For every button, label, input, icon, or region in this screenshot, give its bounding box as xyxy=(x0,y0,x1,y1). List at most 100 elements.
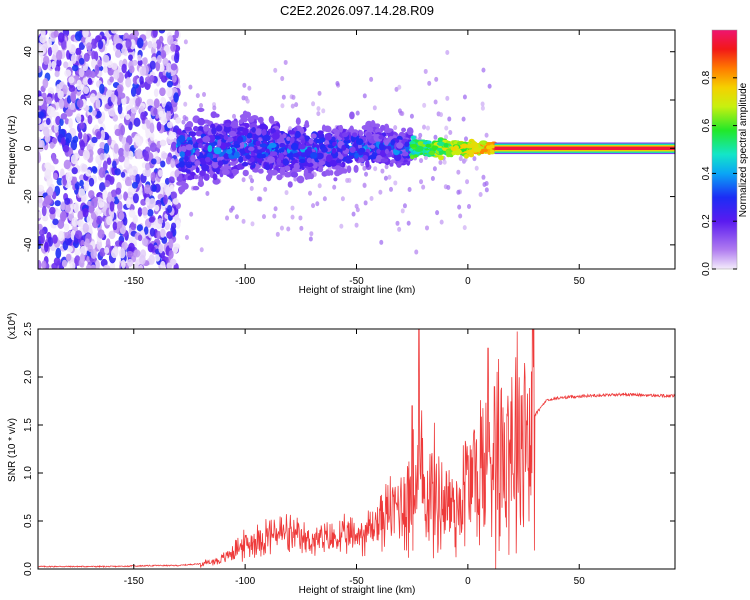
y-tick-label: -40 xyxy=(23,237,34,252)
heatmap-cell xyxy=(195,93,200,99)
heatmap-cell xyxy=(40,233,45,244)
heatmap-cell xyxy=(71,167,78,175)
heatmap-cell xyxy=(213,147,222,155)
heatmap-cell xyxy=(144,162,151,171)
heatmap-cell xyxy=(117,104,123,115)
heatmap-cell xyxy=(141,65,147,76)
heatmap-cell xyxy=(103,264,111,269)
heatmap-cell xyxy=(45,96,53,105)
heatmap-cell xyxy=(255,140,261,147)
heatmap-cell xyxy=(439,219,444,225)
heatmap-cell xyxy=(52,218,59,226)
heatmap-cell xyxy=(165,70,171,79)
heatmap-cell xyxy=(256,153,263,159)
top-y-axis-label: Frequency (Hz) xyxy=(7,116,18,185)
heatmap-cell xyxy=(51,262,58,269)
heatmap-cell xyxy=(111,62,118,70)
heatmap-cell xyxy=(279,142,286,148)
heatmap-cell xyxy=(60,113,68,120)
heatmap-cell xyxy=(54,70,60,78)
heatmap-cell xyxy=(292,152,300,158)
colorbar-tick-label: 0.4 xyxy=(701,166,712,180)
heatmap-cell xyxy=(304,120,309,128)
heatmap-cell xyxy=(446,185,451,191)
heatmap-cell xyxy=(70,203,77,210)
heatmap-cell xyxy=(433,134,438,140)
x-tick-label: -100 xyxy=(235,576,255,587)
heatmap-cell xyxy=(52,172,58,180)
heatmap-cell xyxy=(147,40,153,49)
colorbar-frame xyxy=(711,29,738,270)
heatmap-cell xyxy=(250,221,255,227)
heatmap-cell xyxy=(369,144,376,149)
heatmap-cell xyxy=(92,109,97,116)
heatmap-cell xyxy=(173,92,179,103)
heatmap-cell xyxy=(368,154,377,160)
heatmap-cell xyxy=(79,140,86,151)
heatmap-cell xyxy=(342,132,349,138)
heatmap-cell xyxy=(90,264,97,269)
heatmap-cell xyxy=(139,75,144,85)
heatmap-cell xyxy=(215,124,223,132)
heatmap-cell xyxy=(456,189,461,195)
heatmap-cell xyxy=(358,130,364,137)
heatmap-cell xyxy=(463,153,469,159)
heatmap-cell xyxy=(175,219,181,229)
heatmap-cell xyxy=(438,160,443,166)
heatmap-cell xyxy=(136,37,144,49)
heatmap-cell xyxy=(422,124,427,130)
heatmap-cell xyxy=(291,94,296,100)
heatmap-cell xyxy=(170,222,177,230)
heatmap-cell xyxy=(81,164,88,172)
heatmap-cell xyxy=(99,153,105,161)
heatmap-cell xyxy=(389,162,394,167)
heatmap-cell xyxy=(120,171,126,178)
heatmap-cell xyxy=(324,133,332,141)
heatmap-cell xyxy=(288,152,294,160)
heatmap-cell xyxy=(480,101,485,107)
heatmap-cell xyxy=(423,68,428,74)
heatmap-cell xyxy=(164,221,171,231)
heatmap-cell xyxy=(64,69,72,78)
heatmap-cell xyxy=(171,74,177,83)
heatmap-cell xyxy=(94,259,100,269)
heatmap-cell xyxy=(51,43,59,53)
heatmap-cell xyxy=(332,128,338,133)
heatmap-cell xyxy=(370,120,376,128)
heatmap-cell xyxy=(278,148,285,153)
heatmap-cell xyxy=(306,162,314,168)
heatmap-cell xyxy=(52,234,58,244)
heatmap-cell xyxy=(148,198,156,208)
heatmap-cell xyxy=(424,225,429,231)
heatmap-cell xyxy=(178,134,186,143)
heatmap-cell xyxy=(100,111,106,122)
heatmap-cell xyxy=(362,165,367,171)
heatmap-cell xyxy=(390,139,396,146)
heatmap-cell xyxy=(155,39,162,50)
heatmap-cell xyxy=(419,158,424,164)
heatmap-cell xyxy=(58,230,65,242)
heatmap-cell xyxy=(38,223,43,231)
heatmap-cell xyxy=(428,150,435,156)
heatmap-cell xyxy=(112,160,117,169)
heatmap-cell xyxy=(223,125,231,133)
x-tick-label: -50 xyxy=(349,276,364,287)
heatmap-cell xyxy=(207,144,213,153)
heatmap-cell xyxy=(211,160,219,169)
heatmap-cell xyxy=(307,146,312,151)
heatmap-cell xyxy=(168,238,174,249)
heatmap-cell xyxy=(317,138,325,143)
heatmap-cell xyxy=(175,117,182,124)
heatmap-cell xyxy=(51,60,57,69)
heatmap-cell xyxy=(393,153,402,162)
heatmap-cell xyxy=(481,67,486,73)
heatmap-cell xyxy=(104,246,110,254)
heatmap-cell xyxy=(95,110,102,119)
heatmap-cell xyxy=(178,161,185,168)
heatmap-cell xyxy=(355,110,360,116)
heatmap-cell xyxy=(210,111,217,119)
heatmap-cell xyxy=(82,149,90,161)
heatmap-cell xyxy=(156,121,162,132)
heatmap-cell xyxy=(150,171,156,182)
heatmap-cell xyxy=(72,135,79,144)
